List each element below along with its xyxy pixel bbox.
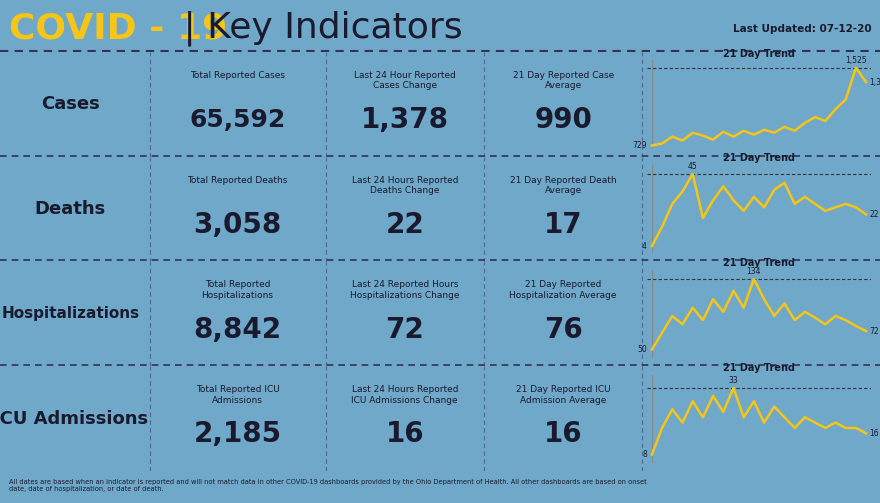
Text: | Key Indicators: | Key Indicators — [172, 11, 462, 46]
Text: Deaths: Deaths — [35, 200, 106, 218]
Text: 72: 72 — [385, 315, 424, 344]
Text: 16: 16 — [869, 429, 879, 438]
Text: 45: 45 — [688, 162, 698, 172]
Text: 72: 72 — [869, 326, 879, 336]
Text: 21 Day Reported Case
Average: 21 Day Reported Case Average — [512, 71, 614, 90]
Text: 8: 8 — [642, 450, 647, 459]
Text: 76: 76 — [544, 315, 583, 344]
Text: 50: 50 — [637, 345, 647, 354]
Text: All dates are based when an indicator is reported and will not match data in oth: All dates are based when an indicator is… — [9, 479, 647, 492]
Text: 21 Day Reported ICU
Admission Average: 21 Day Reported ICU Admission Average — [516, 385, 611, 404]
Text: Last 24 Hours Reported
Deaths Change: Last 24 Hours Reported Deaths Change — [351, 176, 458, 195]
Text: 3,058: 3,058 — [194, 211, 282, 239]
Text: Total Reported
Hospitalizations: Total Reported Hospitalizations — [202, 280, 274, 300]
Text: 21 Day Trend: 21 Day Trend — [723, 363, 795, 373]
Text: Last 24 Reported Hours
Hospitalizations Change: Last 24 Reported Hours Hospitalizations … — [350, 280, 459, 300]
Text: Hospitalizations: Hospitalizations — [2, 306, 139, 321]
Text: 21 Day Trend: 21 Day Trend — [723, 153, 795, 163]
Text: Total Reported Cases: Total Reported Cases — [190, 71, 285, 80]
Text: 21 Day Trend: 21 Day Trend — [723, 258, 795, 268]
Text: 16: 16 — [544, 421, 583, 448]
Text: 16: 16 — [385, 421, 424, 448]
Text: ICU Admissions: ICU Admissions — [0, 409, 148, 428]
Text: Last 24 Hour Reported
Cases Change: Last 24 Hour Reported Cases Change — [354, 71, 456, 90]
Text: 21 Day Reported
Hospitalization Average: 21 Day Reported Hospitalization Average — [510, 280, 617, 300]
Text: 17: 17 — [544, 211, 583, 239]
Text: 4: 4 — [642, 241, 647, 250]
Text: 1,378: 1,378 — [361, 106, 449, 134]
Text: Total Reported Deaths: Total Reported Deaths — [187, 176, 288, 185]
Text: 21 Day Trend: 21 Day Trend — [723, 49, 795, 59]
Text: 22: 22 — [869, 210, 878, 219]
Text: 21 Day Reported Death
Average: 21 Day Reported Death Average — [510, 176, 617, 195]
Text: 1,525: 1,525 — [845, 56, 867, 65]
Text: 22: 22 — [385, 211, 424, 239]
Text: 8,842: 8,842 — [194, 315, 282, 344]
Text: Cases: Cases — [41, 96, 99, 113]
Text: 134: 134 — [746, 268, 761, 277]
Text: 990: 990 — [534, 106, 592, 134]
Text: 65,592: 65,592 — [189, 108, 286, 132]
Text: 729: 729 — [633, 141, 647, 150]
Text: 33: 33 — [729, 376, 738, 385]
Text: Last 24 Hours Reported
ICU Admissions Change: Last 24 Hours Reported ICU Admissions Ch… — [351, 385, 458, 404]
Text: 1,378: 1,378 — [869, 77, 880, 87]
Text: 2,185: 2,185 — [194, 421, 282, 448]
Text: COVID - 19: COVID - 19 — [9, 12, 227, 46]
Text: Last Updated: 07-12-20: Last Updated: 07-12-20 — [732, 24, 871, 34]
Text: Total Reported ICU
Admissions: Total Reported ICU Admissions — [195, 385, 280, 404]
